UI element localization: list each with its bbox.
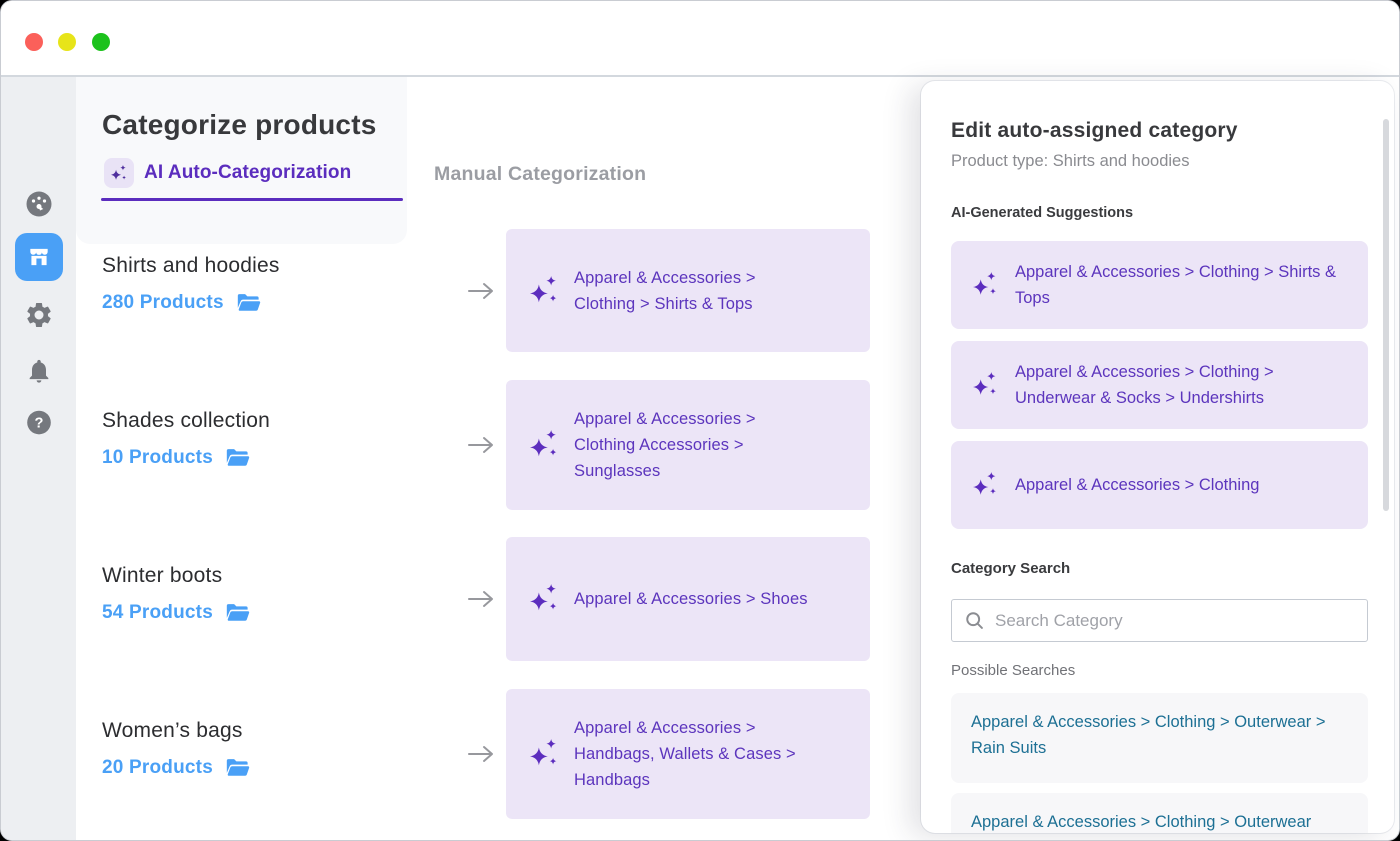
titlebar-divider [1,75,1399,77]
folder-open-icon[interactable] [224,754,251,781]
ai-sparkle-icon [530,739,560,769]
product-list-item: Women’s bags 20 Products [102,719,422,781]
ai-sparkle-icon [530,584,560,614]
assignment-row: Apparel & Accessories > Clothing Accesso… [466,380,870,510]
possible-searches-label: Possible Searches [951,662,1076,679]
suggestion-card[interactable]: Apparel & Accessories > Clothing > Shirt… [951,241,1368,329]
edit-category-panel: Edit auto-assigned category Product type… [921,81,1394,833]
product-name: Winter boots [102,564,223,587]
suggestion-card[interactable]: Apparel & Accessories > Clothing [951,441,1368,529]
ai-sparkle-icon [973,472,999,498]
possible-search-item[interactable]: Apparel & Accessories > Clothing > Outer… [951,693,1368,783]
assigned-category-path: Apparel & Accessories > Shoes [574,590,808,608]
product-count: 280 Products [102,291,224,313]
category-search-label: Category Search [951,560,1071,577]
sidebar-item-store[interactable] [14,233,63,281]
arrow-right-icon [466,433,496,457]
gear-icon [24,300,54,330]
bell-icon [25,357,53,385]
suggestions-label: AI-Generated Suggestions [951,205,1134,221]
category-search-box [951,599,1368,642]
ai-sparkle-icon [973,372,999,398]
tab-ai-auto-categorization[interactable]: AI Auto-Categorization [104,158,351,188]
suggestion-path: Apparel & Accessories > Clothing > Under… [1015,363,1274,407]
ai-sparkle-icon [973,272,999,298]
sidebar-item-help[interactable]: ? [24,408,53,437]
search-icon [964,610,985,631]
assigned-category-card[interactable]: Apparel & Accessories > Shoes [506,537,870,661]
tab-manual-categorization[interactable]: Manual Categorization [434,163,647,185]
suggestion-path: Apparel & Accessories > Clothing > Shirt… [1015,263,1336,307]
active-tab-underline [101,198,403,201]
titlebar [1,1,1399,75]
assignment-row: Apparel & Accessories > Handbags, Wallet… [466,689,870,819]
product-count: 54 Products [102,601,213,623]
panel-title: Edit auto-assigned category [951,119,1238,142]
product-list-item: Shades collection 10 Products [102,409,422,471]
arrow-right-icon [466,279,496,303]
sidebar-item-dashboard[interactable] [23,188,55,220]
search-input[interactable] [995,610,1355,631]
help-icon: ? [25,409,52,436]
product-count: 20 Products [102,756,213,778]
dashboard-icon [24,189,54,219]
panel-subtitle: Product type: Shirts and hoodies [951,152,1190,170]
possible-search-path: Apparel & Accessories > Clothing > Outer… [971,813,1312,831]
product-count: 10 Products [102,446,213,468]
folder-open-icon[interactable] [235,289,262,316]
arrow-right-icon [466,742,496,766]
folder-open-icon[interactable] [224,599,251,626]
assigned-category-path: Apparel & Accessories > Clothing Accesso… [574,410,756,480]
assigned-category-path: Apparel & Accessories > Handbags, Wallet… [574,719,796,789]
sidebar: ? [1,77,76,840]
traffic-light-maximize[interactable] [92,33,110,51]
store-icon [26,244,52,270]
svg-text:?: ? [34,416,43,432]
possible-search-path: Apparel & Accessories > Clothing > Outer… [971,713,1326,757]
assigned-category-card[interactable]: Apparel & Accessories > Clothing > Shirt… [506,229,870,352]
arrow-right-icon [466,587,496,611]
product-list-item: Winter boots 54 Products [102,564,422,626]
ai-sparkle-icon [530,430,560,460]
product-list-item: Shirts and hoodies 280 Products [102,254,422,316]
assigned-category-card[interactable]: Apparel & Accessories > Clothing Accesso… [506,380,870,510]
traffic-light-minimize[interactable] [58,33,76,51]
tab-ai-label: AI Auto-Categorization [144,162,352,183]
sidebar-item-notifications[interactable] [24,356,54,386]
possible-search-item[interactable]: Apparel & Accessories > Clothing > Outer… [951,793,1368,833]
ai-sparkle-icon [530,276,560,306]
suggestion-path: Apparel & Accessories > Clothing [1015,476,1260,494]
assignment-row: Apparel & Accessories > Shoes [466,537,870,661]
page-title: Categorize products [102,109,377,140]
assigned-category-path: Apparel & Accessories > Clothing > Shirt… [574,268,756,313]
assigned-category-card[interactable]: Apparel & Accessories > Handbags, Wallet… [506,689,870,819]
sidebar-item-settings[interactable] [23,299,55,331]
product-name: Shirts and hoodies [102,254,280,277]
assignment-row: Apparel & Accessories > Clothing > Shirt… [466,229,870,352]
product-name: Shades collection [102,409,271,432]
suggestion-card[interactable]: Apparel & Accessories > Clothing > Under… [951,341,1368,429]
panel-scrollbar-thumb[interactable] [1383,119,1389,511]
folder-open-icon[interactable] [224,444,251,471]
ai-sparkle-chip [104,158,134,188]
product-name: Women’s bags [102,719,243,742]
traffic-light-close[interactable] [25,33,43,51]
